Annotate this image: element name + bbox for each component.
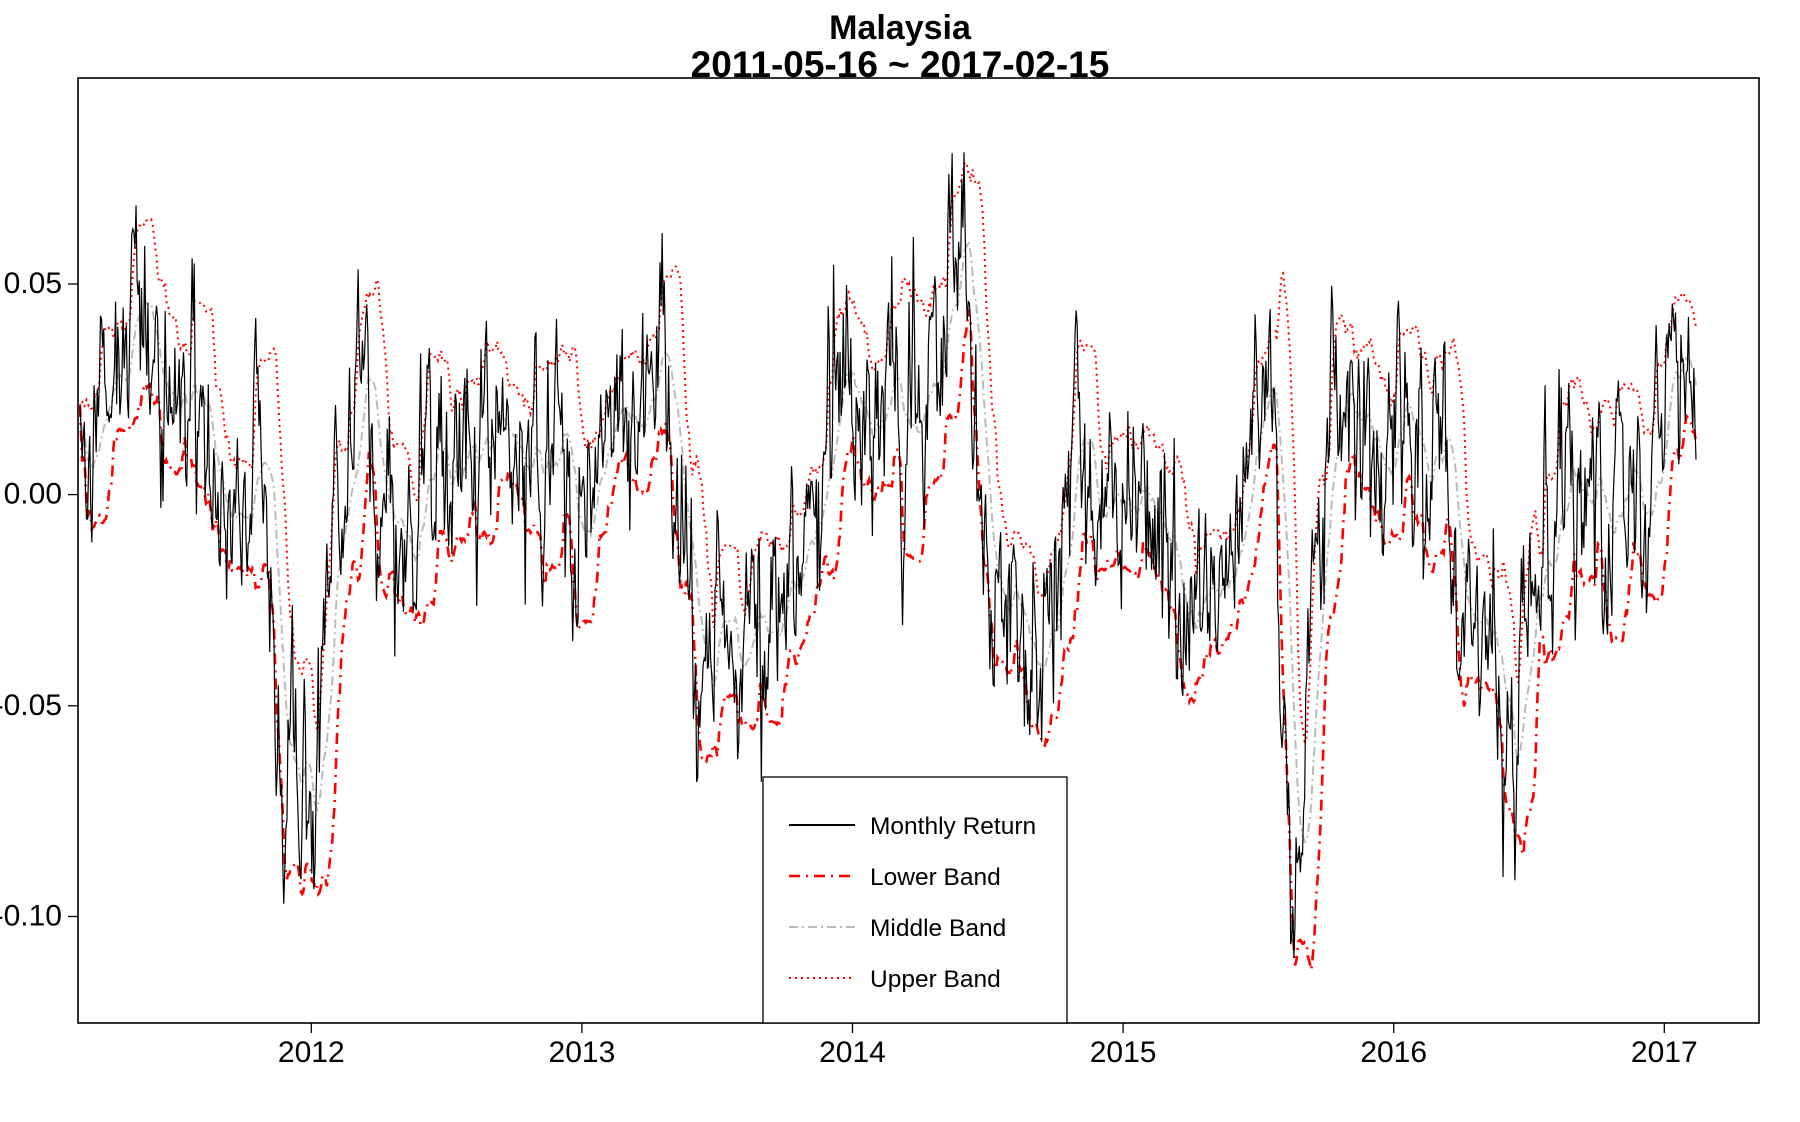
svg-text:-0.10: -0.10 — [0, 900, 62, 933]
svg-text:-0.05: -0.05 — [0, 689, 62, 722]
svg-text:2015: 2015 — [1090, 1036, 1157, 1069]
svg-text:0.05: 0.05 — [4, 267, 62, 300]
svg-text:2012: 2012 — [278, 1036, 345, 1069]
svg-text:2017: 2017 — [1631, 1036, 1698, 1069]
svg-text:Lower Band: Lower Band — [870, 864, 1001, 891]
svg-text:2013: 2013 — [549, 1036, 616, 1069]
svg-text:2014: 2014 — [819, 1036, 886, 1069]
svg-text:Middle Band: Middle Band — [870, 915, 1006, 942]
svg-text:2016: 2016 — [1360, 1036, 1427, 1069]
svg-text:Upper Band: Upper Band — [870, 966, 1001, 993]
svg-text:0.00: 0.00 — [4, 478, 62, 511]
svg-text:Monthly Return: Monthly Return — [870, 813, 1036, 840]
